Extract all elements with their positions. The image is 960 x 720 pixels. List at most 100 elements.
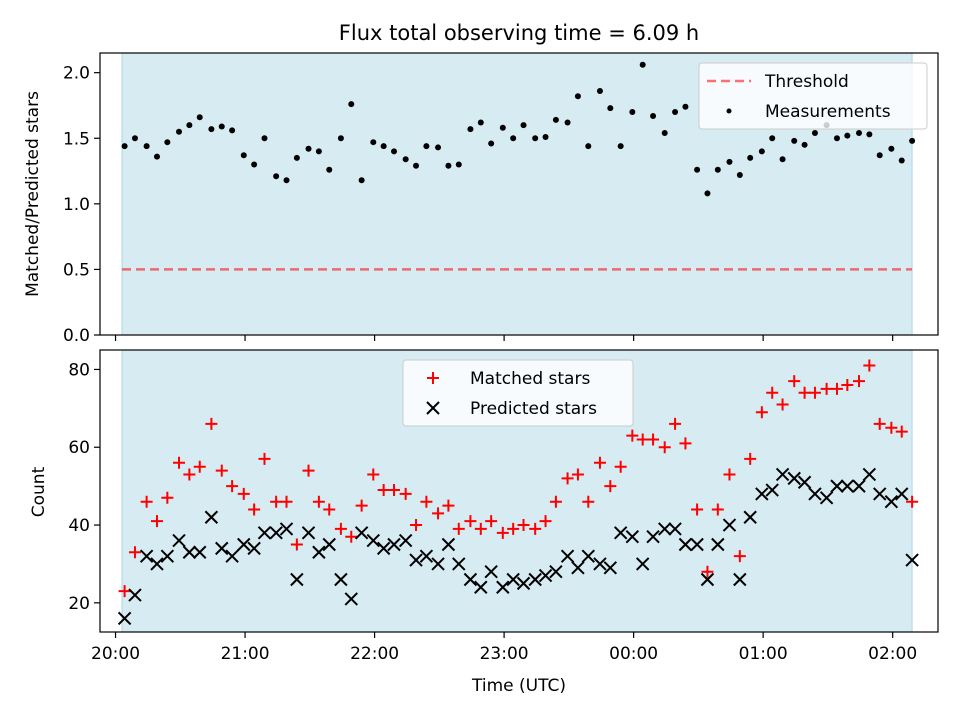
predicted-star-marker bbox=[496, 580, 510, 594]
measurement-point bbox=[348, 101, 355, 108]
predicted-star-marker bbox=[700, 572, 715, 587]
measurement-point bbox=[769, 135, 776, 142]
legend-label: Matched stars bbox=[470, 369, 590, 389]
top-series-dot bbox=[121, 61, 916, 197]
measurement-point bbox=[196, 114, 203, 121]
measurement-point bbox=[574, 93, 581, 100]
predicted-star-marker bbox=[387, 537, 401, 552]
predicted-star-marker bbox=[182, 545, 197, 559]
bottom-y-tick-label: 60 bbox=[68, 438, 90, 458]
x-tick-label: 22:00 bbox=[350, 644, 399, 664]
predicted-star-marker bbox=[150, 557, 164, 571]
predicted-star-marker bbox=[613, 526, 628, 540]
measurement-point bbox=[811, 130, 818, 137]
matched-star-marker bbox=[830, 382, 843, 395]
predicted-star-marker bbox=[257, 526, 272, 540]
matched-star-marker bbox=[733, 550, 746, 563]
measurement-point bbox=[779, 156, 786, 163]
predicted-star-marker bbox=[474, 580, 488, 594]
matched-star-marker bbox=[852, 375, 865, 388]
predicted-star-marker bbox=[538, 568, 553, 583]
matched-star-marker bbox=[377, 484, 390, 497]
matched-star-marker bbox=[161, 491, 174, 504]
matched-star-marker bbox=[183, 468, 196, 481]
measurement-point bbox=[596, 88, 603, 95]
predicted-star-marker bbox=[603, 561, 618, 575]
matched-star-marker bbox=[561, 472, 574, 485]
measurement-point bbox=[435, 144, 442, 151]
matched-star-marker bbox=[118, 585, 131, 598]
predicted-star-marker bbox=[884, 494, 899, 509]
matched-star-marker bbox=[355, 499, 368, 512]
matched-star-marker bbox=[582, 495, 595, 508]
predicted-star-marker bbox=[862, 467, 877, 482]
predicted-star-marker bbox=[775, 467, 790, 482]
bottom-y-tick-label: 80 bbox=[68, 360, 90, 380]
measurement-point bbox=[413, 162, 420, 169]
matched-star-marker bbox=[636, 433, 649, 446]
predicted-star-marker bbox=[528, 572, 542, 587]
measurement-point bbox=[143, 143, 150, 150]
measurement-point bbox=[251, 161, 258, 168]
matched-star-marker bbox=[701, 565, 714, 578]
matched-star-marker bbox=[399, 487, 412, 500]
legend-box bbox=[698, 62, 928, 130]
measurement-point bbox=[131, 135, 138, 142]
predicted-star-marker bbox=[678, 537, 693, 552]
predicted-star-marker bbox=[549, 565, 563, 579]
predicted-star-marker bbox=[172, 533, 186, 548]
predicted-star-marker bbox=[905, 553, 919, 567]
matched-star-marker bbox=[345, 530, 358, 543]
measurement-point bbox=[650, 112, 657, 119]
predicted-star-marker bbox=[301, 526, 316, 540]
predicted-star-marker bbox=[409, 553, 423, 567]
matched-star-marker bbox=[507, 522, 520, 535]
predicted-star-marker bbox=[516, 576, 531, 591]
matched-star-marker bbox=[841, 379, 854, 392]
predicted-star-marker bbox=[366, 533, 380, 548]
bottom-series-x bbox=[117, 467, 919, 626]
matched-star-marker bbox=[723, 468, 736, 481]
matched-star-marker bbox=[215, 464, 228, 477]
measurement-point bbox=[661, 130, 668, 137]
measurement-point bbox=[714, 166, 721, 173]
matched-star-marker bbox=[140, 495, 153, 508]
measurement-point bbox=[898, 157, 905, 164]
measurement-point bbox=[293, 154, 300, 161]
matched-star-marker bbox=[128, 546, 141, 559]
matched-star-marker bbox=[270, 495, 283, 508]
matched-star-marker bbox=[593, 456, 606, 469]
matched-star-marker bbox=[614, 460, 627, 473]
bottom-y-axis-label: Count bbox=[29, 466, 49, 517]
measurement-point bbox=[758, 148, 765, 155]
measurement-point bbox=[153, 153, 160, 160]
measurement-point bbox=[672, 109, 679, 116]
measurement-point bbox=[888, 145, 895, 152]
matched-star-marker bbox=[420, 495, 433, 508]
matched-star-marker bbox=[691, 503, 704, 516]
measurement-point bbox=[844, 132, 851, 139]
predicted-star-marker bbox=[765, 483, 779, 497]
predicted-star-marker bbox=[852, 479, 866, 493]
measurement-point bbox=[747, 154, 754, 161]
measurement-point bbox=[391, 148, 398, 155]
matched-star-marker bbox=[442, 499, 455, 512]
matched-star-marker bbox=[150, 515, 163, 528]
predicted-star-marker bbox=[625, 529, 640, 544]
matched-star-marker bbox=[863, 359, 876, 372]
predicted-star-marker bbox=[344, 592, 358, 606]
measurement-point bbox=[380, 143, 387, 150]
predicted-star-marker bbox=[506, 572, 520, 587]
predicted-star-marker bbox=[334, 572, 348, 587]
matched-star-marker bbox=[539, 515, 552, 528]
predicted-star-marker bbox=[225, 549, 239, 563]
predicted-star-marker bbox=[322, 537, 336, 552]
matched-star-marker bbox=[173, 456, 186, 469]
matched-star-marker bbox=[290, 538, 303, 551]
measurement-point bbox=[305, 145, 312, 152]
x-tick-label: 01:00 bbox=[739, 644, 788, 664]
matched-star-marker bbox=[658, 441, 671, 454]
measurement-point bbox=[736, 171, 743, 178]
matched-star-marker bbox=[226, 480, 239, 493]
matched-star-marker bbox=[669, 417, 682, 430]
